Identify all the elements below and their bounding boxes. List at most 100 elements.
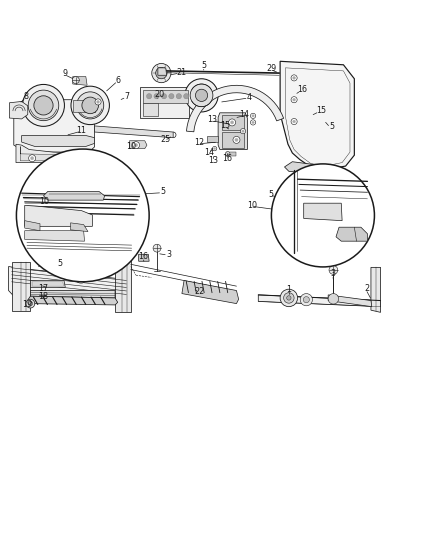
Polygon shape bbox=[14, 100, 95, 152]
Polygon shape bbox=[182, 280, 239, 304]
Text: 8: 8 bbox=[24, 92, 28, 101]
Text: 6: 6 bbox=[115, 76, 120, 85]
Text: 29: 29 bbox=[266, 64, 276, 73]
Circle shape bbox=[32, 212, 39, 220]
Circle shape bbox=[28, 90, 59, 120]
Circle shape bbox=[184, 94, 189, 99]
Polygon shape bbox=[139, 254, 149, 261]
Polygon shape bbox=[10, 101, 28, 119]
Polygon shape bbox=[285, 161, 332, 175]
Circle shape bbox=[56, 216, 59, 219]
Circle shape bbox=[26, 299, 35, 308]
Circle shape bbox=[300, 294, 312, 306]
Circle shape bbox=[323, 208, 331, 216]
Text: 16: 16 bbox=[138, 252, 148, 261]
Circle shape bbox=[293, 99, 296, 101]
Text: 13: 13 bbox=[208, 156, 218, 165]
Circle shape bbox=[226, 152, 230, 156]
Circle shape bbox=[214, 148, 215, 150]
Text: 15: 15 bbox=[316, 106, 326, 115]
Text: 21: 21 bbox=[177, 68, 187, 77]
Circle shape bbox=[190, 84, 213, 107]
Polygon shape bbox=[143, 90, 188, 103]
Polygon shape bbox=[187, 85, 284, 132]
Polygon shape bbox=[371, 268, 381, 312]
Circle shape bbox=[147, 94, 152, 99]
Circle shape bbox=[233, 136, 240, 143]
Polygon shape bbox=[43, 191, 105, 200]
Circle shape bbox=[74, 269, 88, 283]
Text: 16: 16 bbox=[223, 154, 232, 163]
Polygon shape bbox=[95, 126, 173, 138]
Circle shape bbox=[293, 77, 296, 79]
Polygon shape bbox=[207, 135, 218, 142]
Text: 5: 5 bbox=[268, 190, 273, 198]
Polygon shape bbox=[25, 221, 40, 231]
Text: 15: 15 bbox=[220, 122, 231, 131]
Polygon shape bbox=[223, 132, 244, 148]
Polygon shape bbox=[336, 227, 367, 241]
Text: 2: 2 bbox=[364, 284, 369, 293]
Polygon shape bbox=[143, 103, 158, 116]
Polygon shape bbox=[304, 203, 342, 221]
Text: 5: 5 bbox=[329, 122, 334, 131]
Polygon shape bbox=[280, 61, 354, 169]
Polygon shape bbox=[73, 77, 87, 85]
Polygon shape bbox=[30, 290, 115, 298]
Circle shape bbox=[328, 294, 339, 304]
Circle shape bbox=[212, 147, 217, 151]
Circle shape bbox=[155, 67, 167, 79]
Polygon shape bbox=[27, 296, 118, 305]
Text: 4: 4 bbox=[247, 93, 252, 102]
Polygon shape bbox=[73, 100, 95, 111]
Circle shape bbox=[240, 128, 246, 134]
Text: 22: 22 bbox=[194, 287, 205, 296]
Circle shape bbox=[252, 121, 254, 124]
Circle shape bbox=[309, 209, 312, 212]
Circle shape bbox=[82, 97, 99, 114]
Polygon shape bbox=[20, 147, 88, 161]
Text: 7: 7 bbox=[125, 92, 130, 101]
Circle shape bbox=[291, 96, 297, 103]
Circle shape bbox=[287, 296, 291, 300]
Text: 14: 14 bbox=[204, 148, 214, 157]
Text: 5: 5 bbox=[161, 187, 166, 196]
Text: 3: 3 bbox=[331, 269, 336, 278]
Circle shape bbox=[185, 79, 218, 112]
Circle shape bbox=[329, 265, 338, 274]
Text: 13: 13 bbox=[208, 115, 217, 124]
Text: 20: 20 bbox=[154, 91, 164, 100]
Circle shape bbox=[235, 138, 238, 141]
Circle shape bbox=[97, 101, 99, 103]
Circle shape bbox=[71, 86, 110, 125]
Text: 19: 19 bbox=[22, 301, 32, 310]
Polygon shape bbox=[223, 115, 244, 130]
Polygon shape bbox=[12, 262, 30, 311]
Circle shape bbox=[28, 155, 35, 161]
Text: 5: 5 bbox=[57, 259, 62, 268]
Circle shape bbox=[307, 207, 314, 215]
Circle shape bbox=[252, 115, 254, 117]
Circle shape bbox=[291, 75, 297, 81]
Polygon shape bbox=[25, 205, 92, 227]
Circle shape bbox=[152, 63, 171, 83]
Circle shape bbox=[153, 244, 161, 252]
Circle shape bbox=[34, 96, 53, 115]
Circle shape bbox=[161, 94, 166, 99]
Polygon shape bbox=[328, 295, 372, 306]
Circle shape bbox=[22, 84, 64, 126]
Text: 9: 9 bbox=[63, 69, 68, 78]
Circle shape bbox=[230, 121, 233, 124]
Circle shape bbox=[251, 113, 256, 118]
Circle shape bbox=[95, 99, 101, 105]
Text: 25: 25 bbox=[161, 135, 171, 144]
Text: 12: 12 bbox=[194, 139, 205, 148]
Circle shape bbox=[279, 193, 286, 201]
Circle shape bbox=[169, 94, 174, 99]
Circle shape bbox=[284, 293, 294, 303]
Circle shape bbox=[54, 214, 61, 221]
Circle shape bbox=[242, 130, 244, 132]
Text: 14: 14 bbox=[239, 110, 249, 119]
Polygon shape bbox=[115, 260, 131, 312]
Circle shape bbox=[133, 142, 140, 149]
